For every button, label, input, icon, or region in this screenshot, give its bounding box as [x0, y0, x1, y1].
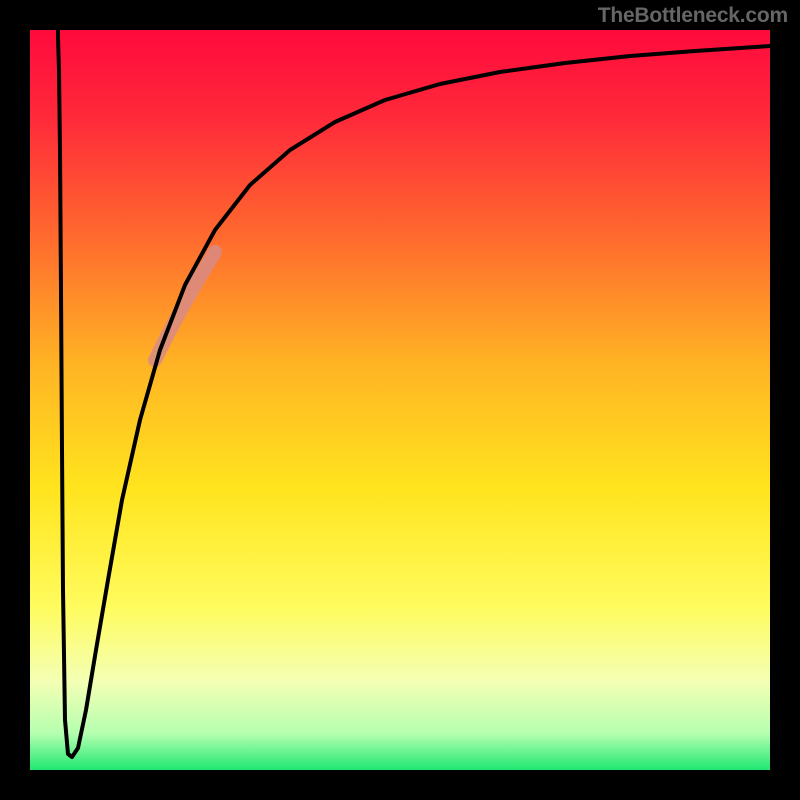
watermark-text: TheBottleneck.com: [598, 4, 788, 28]
main-curve: [58, 30, 770, 757]
plot-area: [30, 30, 770, 770]
curve-layer: [30, 30, 770, 770]
